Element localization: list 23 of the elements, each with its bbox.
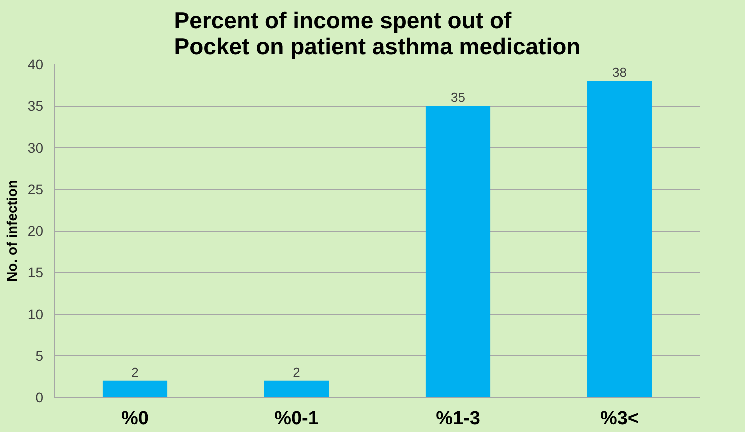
x-tick-label: %3< <box>600 408 640 430</box>
bar <box>102 380 168 398</box>
data-label: 2 <box>132 364 139 380</box>
bar <box>426 106 491 398</box>
chart-title: Percent of income spent out of Pocket on patient asthma medication <box>174 8 581 60</box>
y-tick-label: 30 <box>28 140 44 156</box>
x-tick-label: %0-1 <box>274 408 320 430</box>
bar <box>264 380 330 398</box>
bar <box>587 81 652 398</box>
x-tick-label: %0 <box>122 408 149 430</box>
y-tick-label: 35 <box>28 98 44 114</box>
y-tick-label: 5 <box>36 348 44 364</box>
y-tick-label: 0 <box>36 390 44 406</box>
x-tick-label: %1-3 <box>436 408 480 430</box>
data-label: 38 <box>612 65 627 80</box>
y-tick-label: 25 <box>28 181 44 198</box>
y-tick-label: 40 <box>28 56 44 72</box>
y-axis-title: No. of infection <box>4 180 20 282</box>
y-tick-label: 10 <box>28 306 44 322</box>
data-label: 2 <box>293 364 300 380</box>
y-tick-label: 20 <box>28 223 44 239</box>
data-label: 35 <box>451 90 466 106</box>
y-tick-label: 15 <box>28 264 44 281</box>
